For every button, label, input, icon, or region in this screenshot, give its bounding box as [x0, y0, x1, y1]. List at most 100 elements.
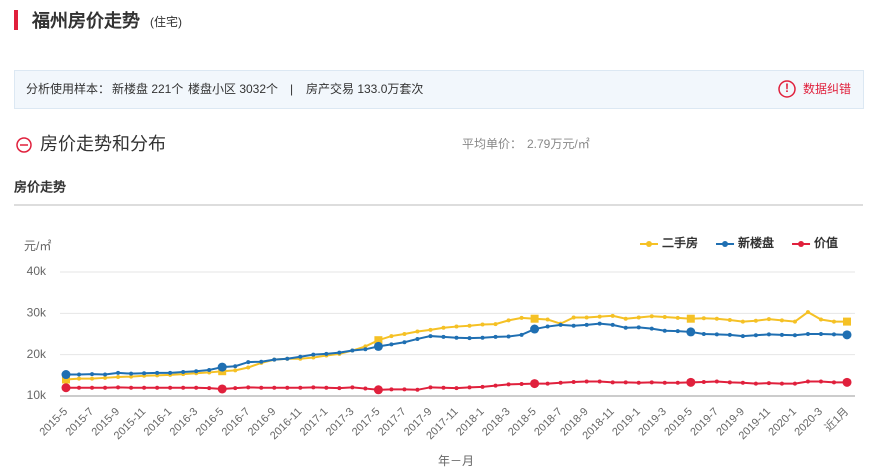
data-point: [61, 370, 71, 380]
data-point: [454, 324, 459, 329]
x-tick-label: 2019-1: [610, 406, 643, 439]
data-point: [259, 359, 264, 364]
data-point: [194, 385, 199, 390]
data-point: [792, 381, 797, 386]
data-point: [818, 332, 823, 336]
legend-marker: [646, 241, 652, 247]
data-point: [649, 380, 654, 385]
data-point: [545, 381, 550, 386]
x-tick-label: 2015-5: [37, 406, 70, 439]
data-point: [740, 334, 745, 339]
avg-value: 2.79万元/㎡: [527, 137, 590, 151]
data-point: [402, 332, 407, 336]
data-point: [233, 368, 238, 373]
x-tick-label: 2016-1: [142, 406, 175, 439]
data-point: [701, 316, 706, 321]
data-point: [843, 317, 851, 326]
y-tick-label: 40k: [27, 264, 47, 278]
data-point: [831, 380, 836, 385]
data-point: [779, 381, 784, 386]
x-tick-label: 2017-7: [376, 406, 409, 439]
info-new-projects: 新楼盘 221个: [112, 81, 183, 96]
data-point: [558, 380, 563, 385]
data-point: [272, 385, 277, 390]
info-bar: [14, 70, 864, 109]
data-point: [454, 386, 459, 391]
data-point: [194, 369, 199, 374]
x-tick-label: 2020-3: [792, 406, 825, 439]
data-point: [753, 333, 758, 338]
report-link[interactable]: 数据纠错: [803, 81, 851, 96]
data-point: [792, 333, 797, 338]
data-point: [298, 354, 303, 359]
info-label: 分析使用样本：: [26, 81, 110, 96]
data-point: [584, 322, 589, 327]
data-point: [207, 386, 212, 391]
data-point: [636, 325, 641, 330]
data-point: [753, 318, 758, 323]
data-point: [506, 382, 511, 387]
data-point: [766, 381, 771, 386]
data-point: [168, 385, 173, 390]
data-point: [272, 357, 277, 362]
data-point: [493, 334, 498, 339]
data-point: [311, 352, 316, 357]
x-tick-label: 2016-7: [220, 406, 253, 439]
data-point: [842, 377, 852, 387]
data-point: [686, 377, 696, 387]
data-point: [506, 318, 511, 323]
data-point: [714, 379, 719, 384]
data-point: [610, 322, 615, 327]
report-icon[interactable]: [778, 80, 796, 98]
data-point: [285, 356, 290, 361]
data-point: [246, 385, 251, 390]
data-point: [571, 379, 576, 384]
data-point: [373, 341, 383, 351]
data-point: [493, 383, 498, 388]
x-tick-label: 2017-1: [298, 406, 331, 439]
data-point: [373, 385, 383, 395]
data-point: [90, 385, 95, 390]
data-point: [298, 385, 303, 390]
data-point: [350, 348, 355, 353]
data-point: [805, 310, 810, 315]
data-point: [467, 385, 472, 390]
data-point: [285, 385, 290, 390]
x-tick-label: 2016-5: [194, 406, 227, 439]
data-point: [493, 322, 498, 327]
x-tick-label: 2017-5: [350, 406, 383, 439]
data-point: [779, 318, 784, 323]
data-point: [519, 315, 524, 320]
data-point: [649, 314, 654, 319]
data-point: [727, 380, 732, 385]
chart-heading: 房价走势: [14, 179, 66, 194]
data-point: [714, 332, 719, 337]
data-point: [103, 372, 108, 377]
data-point: [636, 315, 641, 320]
data-point: [389, 342, 394, 347]
data-point: [675, 315, 680, 320]
data-point: [129, 385, 134, 390]
data-point: [207, 367, 212, 372]
data-point: [389, 387, 394, 392]
data-point: [337, 386, 342, 391]
data-point: [662, 315, 667, 320]
data-point: [753, 381, 758, 386]
data-point: [129, 374, 134, 379]
x-tick-label: 2019-3: [636, 406, 669, 439]
data-point: [77, 385, 82, 390]
data-point: [597, 321, 602, 326]
data-point: [545, 324, 550, 329]
data-point: [246, 365, 251, 370]
page-subtitle: (住宅): [150, 14, 182, 29]
x-tick-label: 近1月: [822, 405, 851, 434]
data-point: [233, 364, 238, 369]
data-point: [259, 385, 264, 390]
data-point: [103, 375, 108, 380]
data-point: [675, 380, 680, 385]
x-tick-label: 2018-1: [454, 406, 487, 439]
y-tick-label: 30k: [27, 306, 47, 320]
data-point: [831, 332, 836, 337]
data-point: [597, 314, 602, 319]
data-point: [701, 379, 706, 384]
